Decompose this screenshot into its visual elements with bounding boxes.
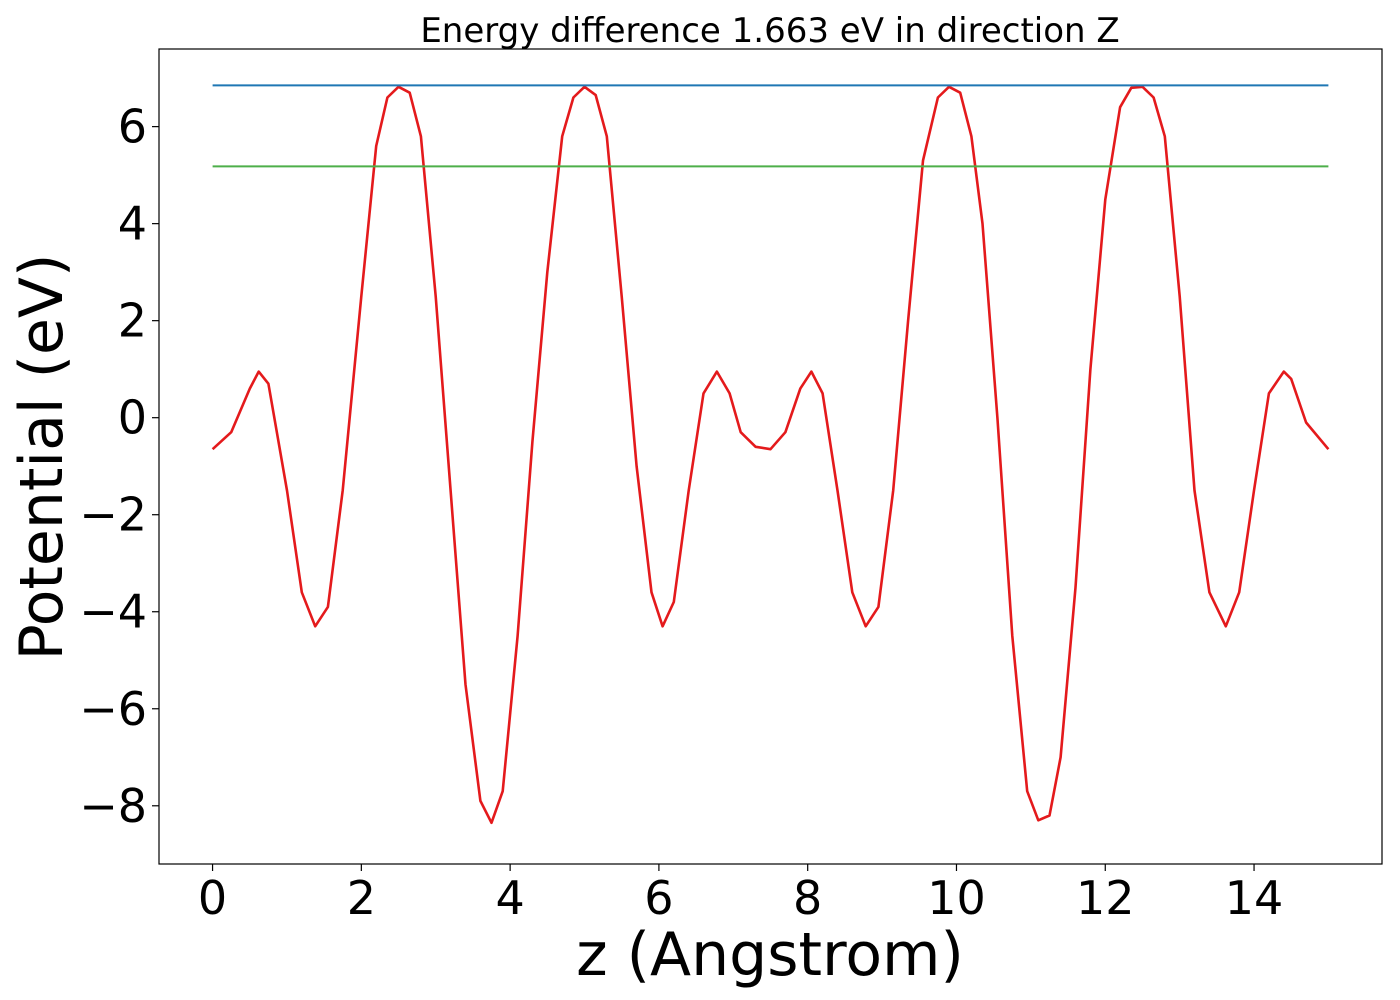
x-tick-label: 4: [495, 871, 524, 925]
y-axis-label: Potential (eV): [7, 254, 77, 661]
x-tick-label: 8: [793, 871, 822, 925]
x-tick-label: 10: [927, 871, 986, 925]
x-axis-label: z (Angstrom): [576, 920, 964, 990]
chart-title: Energy difference 1.663 eV in direction …: [420, 11, 1119, 51]
x-tick-label: 2: [347, 871, 376, 925]
x-tick-label: 6: [644, 871, 673, 925]
plot-lines: [211, 84, 1330, 825]
plot-frame: [158, 48, 1383, 865]
y-tick-label: 2: [118, 294, 147, 348]
x-tick-label: 12: [1076, 871, 1135, 925]
y-tick-label: 6: [118, 100, 147, 154]
x-axis-ticks: 0 2 4 6 8 10 12 14: [198, 864, 1283, 925]
y-tick-label: −2: [79, 488, 147, 542]
potential-curve: [211, 85, 1330, 825]
y-tick-label: −6: [79, 682, 147, 736]
y-tick-label: −8: [79, 779, 147, 833]
x-tick-label: 0: [198, 871, 227, 925]
y-tick-label: −4: [79, 585, 147, 639]
y-tick-label: 4: [118, 197, 147, 251]
y-axis-ticks: −8 −6 −4 −2 0 2 4 6: [79, 100, 159, 833]
x-tick-label: 14: [1225, 871, 1284, 925]
y-tick-label: 0: [118, 391, 147, 445]
